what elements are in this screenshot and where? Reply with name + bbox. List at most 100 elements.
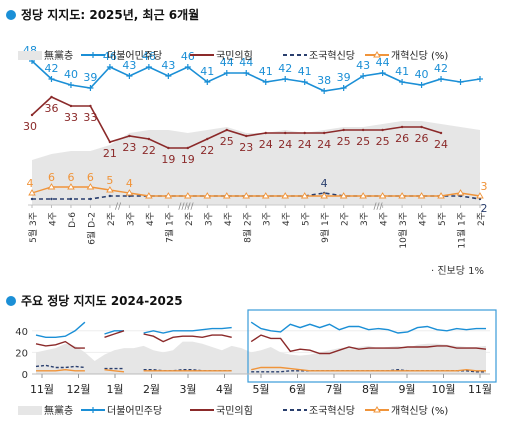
axis-break-mark: // — [115, 202, 122, 212]
data-point — [457, 79, 464, 85]
data-label: 41 — [395, 65, 409, 78]
data-point — [206, 137, 209, 141]
data-point — [381, 128, 384, 132]
data-label: 21 — [103, 147, 117, 160]
data-point — [126, 73, 133, 79]
recent-period-highlight — [247, 309, 497, 383]
data-point — [300, 192, 309, 199]
data-point — [342, 128, 345, 132]
x-tick-label: 6월 D-2 — [85, 212, 97, 245]
bottom-x-tick-label: 12월 — [66, 383, 90, 396]
data-point — [360, 73, 367, 79]
data-point — [476, 192, 484, 199]
data-point — [264, 131, 267, 135]
data-point — [30, 113, 34, 117]
data-label: 44 — [220, 56, 234, 69]
x-tick-label: 4주 — [281, 212, 292, 226]
bottom-x-tick-label: 3월 — [179, 383, 196, 396]
data-point — [128, 134, 131, 138]
data-label: 22 — [200, 144, 214, 157]
y-tick-label: 40 — [15, 327, 28, 338]
bottom-section-title: 주요 정당 지지도 2024-2025 — [6, 292, 183, 309]
data-point — [87, 85, 94, 91]
data-label: 39 — [83, 71, 97, 84]
data-point — [378, 192, 387, 199]
data-label: 40 — [415, 68, 429, 81]
data-point — [108, 140, 112, 144]
data-point — [145, 192, 153, 199]
x-tick-label: 7월 1주 — [163, 212, 175, 243]
data-point — [284, 131, 287, 135]
bottom-x-tick-label: 11월 — [468, 383, 492, 396]
bottom-x-tick-label: 4월 — [216, 383, 233, 396]
bottom-x-tick-label: 2월 — [143, 383, 160, 396]
top-title-text: 정당 지지도: 2025년, 최근 6개월 — [21, 8, 200, 22]
data-label: 41 — [200, 65, 214, 78]
x-tick-label: 2주 — [340, 212, 351, 226]
data-label: 33 — [83, 111, 97, 124]
x-tick-label: 4주 — [47, 212, 58, 226]
x-tick-label: 3주 — [125, 212, 136, 226]
x-tick-label: D-6 — [68, 212, 78, 228]
data-label: 24 — [298, 138, 312, 151]
data-point — [47, 183, 56, 190]
data-point — [242, 192, 251, 199]
data-label: 25 — [337, 135, 351, 148]
data-point — [89, 197, 92, 201]
x-tick-label: 4주 — [223, 212, 234, 226]
legend-label: 조국혁신당 — [309, 405, 355, 417]
data-point — [361, 128, 365, 132]
x-tick-label: 4주 — [379, 212, 390, 226]
data-label: 39 — [337, 71, 351, 84]
x-tick-label: 5월 3주 — [27, 212, 39, 243]
x-tick-label: 3주 — [359, 212, 370, 226]
legend-swatch-area — [18, 406, 42, 415]
data-point — [477, 76, 483, 82]
legend-label: 국민의힘 — [216, 405, 253, 417]
data-point — [322, 131, 326, 135]
y-tick-label: 20 — [15, 348, 28, 359]
data-point — [439, 131, 443, 135]
data-label: 33 — [64, 111, 78, 124]
x-tick-label: 4주 — [418, 212, 429, 226]
data-label: 46 — [181, 50, 195, 63]
independents-area — [32, 121, 480, 205]
axis-break-mark: ///// — [178, 202, 194, 212]
data-label: 23 — [239, 141, 253, 154]
data-point — [86, 183, 95, 190]
data-point — [418, 82, 425, 88]
x-tick-label: 5주 — [437, 212, 448, 226]
footnote-text: · 진보당 1% — [431, 265, 484, 277]
x-tick-label: 2주 — [106, 212, 117, 226]
data-label: 41 — [298, 65, 312, 78]
data-point — [147, 137, 151, 141]
legend-label: 無黨층 — [44, 49, 73, 62]
data-label: 25 — [220, 135, 234, 148]
x-tick-label: 11월 1주 — [456, 212, 468, 249]
data-point — [359, 192, 367, 199]
bottom-x-tick-label: 5월 — [252, 383, 269, 396]
data-label: 38 — [317, 74, 331, 87]
data-label: 42 — [434, 62, 448, 75]
data-point — [320, 192, 328, 199]
series-line-1 — [31, 60, 481, 92]
data-point — [321, 88, 328, 94]
legend-marker — [373, 51, 381, 58]
bullet-icon — [6, 9, 16, 20]
x-tick-label: 4주 — [145, 212, 156, 226]
data-point — [184, 64, 191, 70]
data-label: 43 — [122, 59, 136, 72]
data-label: 6 — [48, 171, 55, 184]
legend-label: 더불어민주당 — [107, 405, 162, 417]
bottom-title-text: 주요 정당 지지도 2024-2025 — [21, 294, 183, 308]
data-label: 2 — [481, 202, 488, 215]
bottom-series-line-2 — [35, 330, 487, 355]
data-label: 26 — [415, 132, 429, 145]
data-label: 24 — [434, 138, 448, 151]
data-label: 25 — [376, 135, 390, 148]
bottom-x-tick-label: 7월 — [325, 383, 342, 396]
data-label: 26 — [395, 132, 409, 145]
data-label: 43 — [161, 59, 175, 72]
x-tick-label: 8월 2주 — [241, 212, 253, 243]
top-legend: 無黨층 더불어민주당 국민의힘 조국혁신당 개혁신당 (%) — [18, 49, 448, 62]
